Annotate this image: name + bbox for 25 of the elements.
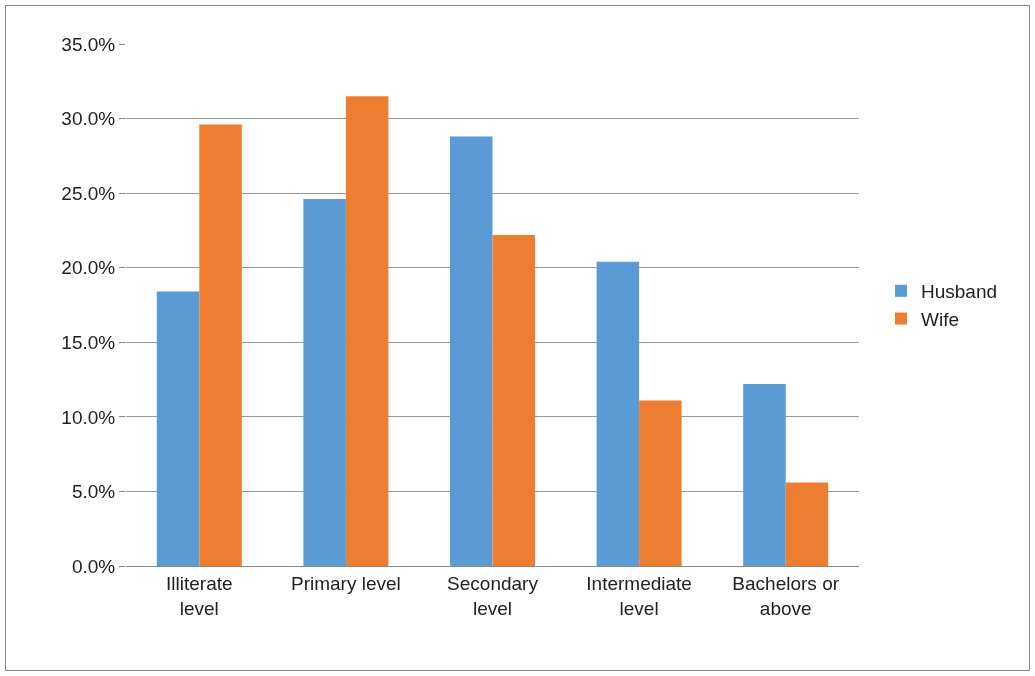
- x-tick-label: Bachelors or above: [732, 572, 840, 619]
- x-tick-label: Illiterate level: [166, 572, 233, 619]
- x-tick-label: Intermediate level: [586, 572, 692, 619]
- y-tick-label: 30.0%: [61, 108, 116, 130]
- bar: [785, 482, 829, 566]
- bar: [596, 261, 640, 566]
- bar: [449, 136, 493, 566]
- bar: [492, 234, 536, 566]
- legend-label: Wife: [920, 308, 959, 330]
- bar: [199, 124, 242, 566]
- bar: [639, 400, 682, 566]
- bar: [303, 199, 346, 566]
- y-tick-label: 5.0%: [71, 481, 116, 503]
- y-tick-label: 20.0%: [61, 257, 116, 279]
- x-tick-label: Secondary level: [447, 572, 539, 619]
- y-tick-label: 10.0%: [61, 406, 116, 428]
- legend-label: Husband: [920, 281, 998, 303]
- y-tick-label: 25.0%: [61, 182, 116, 204]
- y-tick-label: 0.0%: [71, 555, 116, 577]
- bar: [345, 96, 389, 566]
- y-tick-label: 15.0%: [61, 331, 116, 353]
- y-tick-label: 35.0%: [61, 33, 116, 55]
- x-tick-label: Primary level: [290, 572, 401, 594]
- bar: [743, 384, 786, 566]
- bar: [156, 291, 200, 566]
